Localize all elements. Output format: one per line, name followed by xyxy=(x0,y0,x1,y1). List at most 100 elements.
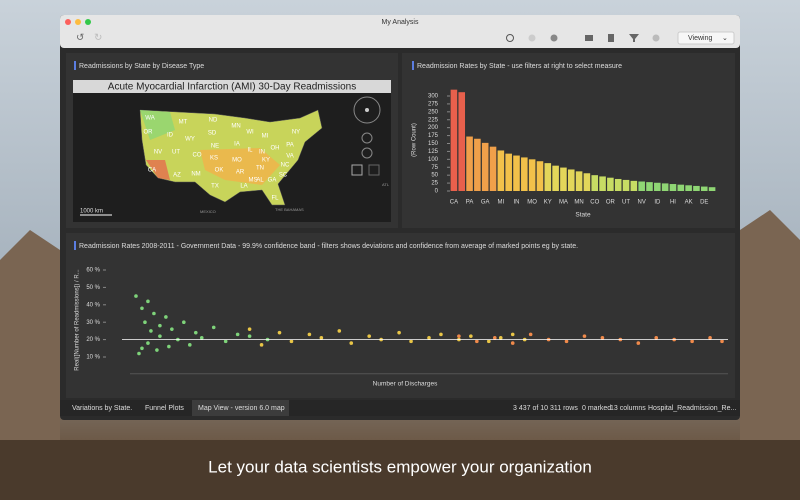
bar xyxy=(591,175,599,191)
view-mode: Viewing xyxy=(688,35,712,42)
panel-title: Readmission Rates by State - use filters… xyxy=(417,63,622,70)
point xyxy=(143,320,147,325)
panel-title: Readmissions by State by Disease Type xyxy=(79,63,204,70)
state-label: CO xyxy=(193,153,202,159)
point xyxy=(690,339,694,344)
x-tick-label: MO xyxy=(527,200,537,206)
state-label: NV xyxy=(154,150,162,156)
point xyxy=(155,348,159,352)
bar xyxy=(622,179,630,191)
point xyxy=(307,332,312,337)
place-label: THE BAHAMAS xyxy=(275,207,304,212)
point xyxy=(487,339,491,344)
x-tick-label: MN xyxy=(574,200,583,206)
point xyxy=(146,341,150,345)
select-tool[interactable] xyxy=(351,164,363,176)
title-marker xyxy=(74,241,76,250)
bar xyxy=(599,176,606,191)
status-columns: 13 columns xyxy=(610,405,646,412)
y-tick-label: 150 xyxy=(428,141,439,147)
point xyxy=(367,334,372,338)
title-marker xyxy=(74,61,76,70)
bar xyxy=(638,181,645,191)
state-label: MT xyxy=(179,120,188,126)
undo-button[interactable]: ↺ xyxy=(76,33,84,44)
point xyxy=(349,341,354,345)
comment-icon[interactable] xyxy=(585,35,593,41)
bar xyxy=(489,146,497,191)
point xyxy=(498,336,503,340)
point xyxy=(457,334,461,338)
tab[interactable]: Variations by State. xyxy=(72,405,132,412)
point xyxy=(397,330,401,335)
y-tick-label: 0 xyxy=(435,189,439,195)
point xyxy=(158,334,162,338)
bar xyxy=(521,157,528,191)
point xyxy=(475,339,479,344)
bar xyxy=(630,180,638,191)
bar xyxy=(700,186,708,191)
state-label: VA xyxy=(286,154,294,160)
close-button[interactable] xyxy=(65,19,71,25)
zoom-button[interactable] xyxy=(85,19,91,25)
point xyxy=(582,334,587,338)
y-tick-label: 200 xyxy=(428,125,439,131)
x-tick-label: PA xyxy=(466,200,474,206)
bar xyxy=(567,169,575,191)
settings-icon[interactable] xyxy=(652,34,660,42)
redo-button[interactable]: ↻ xyxy=(94,33,102,44)
state-label: MN xyxy=(231,124,240,130)
status-table: Hospital_Readmission_Re... xyxy=(648,405,736,412)
notify-icon[interactable] xyxy=(550,34,558,42)
hand-tool[interactable] xyxy=(368,164,380,176)
point xyxy=(289,339,294,344)
state-label: KS xyxy=(210,156,218,162)
state-label: WY xyxy=(185,137,195,143)
point xyxy=(152,311,156,316)
active-tab[interactable] xyxy=(192,400,289,416)
point xyxy=(654,336,659,340)
state-label: AR xyxy=(236,170,245,176)
tab[interactable]: Map View - version 6.0 map xyxy=(198,405,285,412)
tagline-band xyxy=(0,440,800,500)
x-tick-label: MA xyxy=(559,200,568,206)
y-tick-label: 225 xyxy=(428,117,439,123)
state-label: WA xyxy=(145,116,154,122)
pan-control[interactable] xyxy=(353,96,381,124)
state-labels: WA MT ND MN OR ID WY SD WI MI NY NV UT CO NE IA IL IN OH PA… xyxy=(144,116,301,202)
bar xyxy=(458,92,466,191)
view-mode-dropdown[interactable] xyxy=(677,31,735,45)
minimize-button[interactable] xyxy=(75,19,81,25)
zoom-in[interactable] xyxy=(361,132,373,144)
dune xyxy=(740,210,800,440)
bar xyxy=(497,150,505,191)
point xyxy=(528,332,533,337)
point xyxy=(247,334,252,338)
y-axis-label: Real([Number of Readmissions]) / R... xyxy=(75,269,81,371)
state-label: OK xyxy=(215,168,224,174)
state-label: MS xyxy=(249,178,258,184)
x-tick-label: AK xyxy=(685,200,693,206)
panel-title: Readmission Rates 2008-2011 - Government… xyxy=(79,243,578,250)
state-label: IL xyxy=(247,148,253,154)
y-tick-label: 175 xyxy=(428,133,439,139)
point xyxy=(337,329,342,333)
bar xyxy=(544,163,552,191)
zoom-out[interactable] xyxy=(361,147,373,159)
point xyxy=(223,339,228,344)
bar xyxy=(575,171,583,191)
x-tick-label: GA xyxy=(481,200,490,206)
collab-icon[interactable] xyxy=(528,34,536,42)
x-axis-label: State xyxy=(575,212,591,219)
point xyxy=(146,299,150,304)
state-label: KY xyxy=(262,158,270,164)
tab[interactable]: Funnel Plots xyxy=(145,405,184,412)
pan-center[interactable] xyxy=(365,108,369,112)
search-icon[interactable] xyxy=(506,34,514,42)
x-tick-label: UT xyxy=(622,200,630,206)
y-tick-label: 250 xyxy=(428,109,439,115)
filter-icon[interactable] xyxy=(629,34,639,42)
bookmark-icon[interactable] xyxy=(608,34,614,42)
bar xyxy=(646,182,653,191)
